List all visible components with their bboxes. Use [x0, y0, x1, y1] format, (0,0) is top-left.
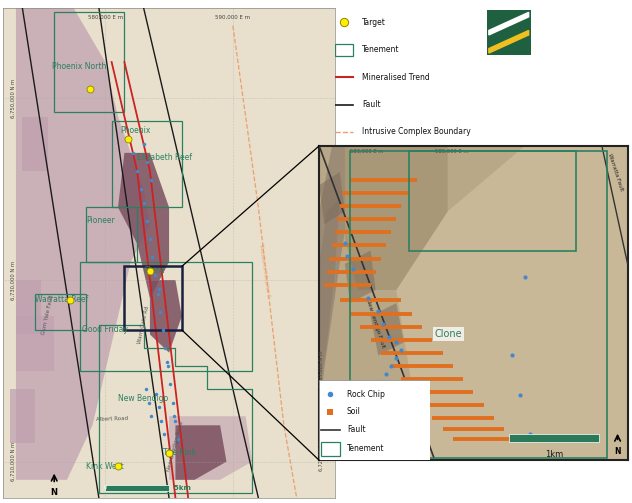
Text: 585,000 E m: 585,000 E m [435, 149, 468, 154]
Text: New Bendigo Road: New Bendigo Road [166, 421, 185, 472]
Polygon shape [22, 117, 48, 171]
Text: Pioneer: Pioneer [86, 216, 115, 225]
Text: Albert Road: Albert Road [95, 415, 128, 422]
Text: 6,750,000 N m: 6,750,000 N m [11, 79, 16, 118]
Polygon shape [16, 316, 54, 371]
Polygon shape [176, 426, 226, 480]
Bar [409, 151, 576, 250]
Bar [335, 181, 353, 193]
Text: Warratta Reef: Warratta Reef [35, 295, 88, 304]
Polygon shape [319, 198, 340, 395]
Text: 0: 0 [104, 485, 107, 490]
Bar [350, 151, 607, 458]
Polygon shape [489, 30, 528, 53]
Text: Target: Target [362, 18, 386, 27]
Text: N: N [614, 447, 621, 456]
Text: Drill Collar: Drill Collar [362, 237, 403, 246]
Text: 590,000 E m: 590,000 E m [216, 15, 250, 20]
Bar [335, 44, 353, 56]
Bar [54, 12, 125, 112]
Text: 6,730,000 N m: 6,730,000 N m [11, 261, 16, 300]
Text: 6,710,000 N m: 6,710,000 N m [11, 442, 16, 481]
Bar [335, 208, 353, 220]
Text: 583,000 E m: 583,000 E m [350, 149, 384, 154]
Text: Fault: Fault [347, 425, 365, 434]
Text: Tenement: Tenement [347, 445, 384, 454]
Text: Phoenix: Phoenix [121, 126, 151, 135]
Text: Tenement: Tenement [362, 45, 400, 54]
Bar [125, 267, 182, 330]
Polygon shape [150, 280, 182, 353]
Polygon shape [370, 303, 404, 356]
Bar [322, 442, 340, 456]
Text: Cenozoic Cover Material: Cenozoic Cover Material [362, 155, 456, 164]
Polygon shape [16, 280, 42, 334]
Bar [509, 434, 599, 442]
Bar [112, 121, 182, 207]
Text: Elizabeth Reef: Elizabeth Reef [137, 153, 192, 162]
Text: 6,727,000 N m: 6,727,000 N m [319, 350, 324, 387]
Text: 5km: 5km [169, 485, 191, 491]
Text: Gum Yale Fault: Gum Yale Fault [41, 294, 54, 336]
Text: 1km: 1km [545, 451, 563, 459]
Polygon shape [9, 389, 35, 444]
Text: Delamerian Basement: Delamerian Basement [362, 182, 447, 191]
Bar [86, 207, 137, 262]
Text: 6,723,000 N m: 6,723,000 N m [319, 434, 324, 471]
Polygon shape [396, 146, 628, 460]
Bar [335, 153, 353, 165]
Text: The Kink: The Kink [162, 448, 196, 457]
Bar [80, 262, 252, 371]
Polygon shape [169, 416, 252, 480]
Text: New Bendigo Fault: New Bendigo Fault [365, 298, 386, 349]
Text: Good Friday: Good Friday [82, 325, 128, 334]
Bar [35, 294, 86, 330]
Polygon shape [319, 172, 345, 224]
Text: Clone: Clone [435, 329, 463, 339]
Bar [106, 485, 169, 491]
Polygon shape [319, 146, 358, 421]
Text: Warratta Fault: Warratta Fault [607, 152, 624, 192]
Text: Clone: Clone [143, 267, 165, 276]
Text: Kink West: Kink West [86, 462, 124, 471]
Text: Thomson Basement: Thomson Basement [362, 210, 438, 219]
Polygon shape [345, 250, 375, 303]
Text: Mineralised Trend: Mineralised Trend [362, 72, 430, 81]
Text: New Bendigo: New Bendigo [118, 393, 168, 402]
Text: Intrusive Complex Boundary: Intrusive Complex Boundary [362, 127, 471, 136]
Text: Rock Chip: Rock Chip [347, 390, 385, 399]
Text: Tibooburra Intrusive C.: Tibooburra Intrusive C. [258, 243, 271, 299]
Polygon shape [489, 13, 528, 35]
Text: Warri Gate Rd: Warri Gate Rd [137, 306, 150, 345]
Text: N: N [51, 488, 58, 497]
Text: Phoenix North: Phoenix North [52, 62, 106, 71]
Text: Soil: Soil [347, 407, 361, 416]
Polygon shape [118, 153, 169, 298]
Polygon shape [345, 146, 447, 290]
Polygon shape [16, 8, 150, 480]
Text: Fault: Fault [362, 100, 381, 109]
Text: 580,000 E m: 580,000 E m [88, 15, 123, 20]
